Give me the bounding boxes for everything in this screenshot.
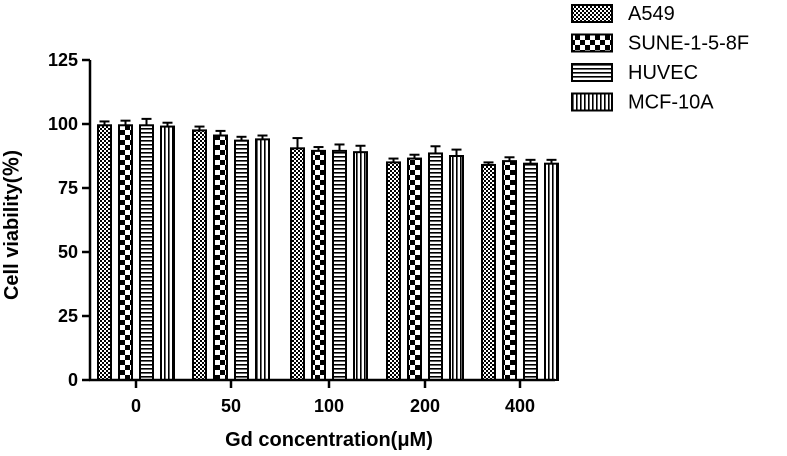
- x-tick-label: 200: [410, 396, 440, 416]
- bar: [332, 149, 347, 381]
- error-bar: [194, 125, 205, 131]
- error-bar: [546, 158, 557, 164]
- legend-label: SUNE-1-5-8F: [628, 33, 749, 55]
- y-ticks: 0 25 50 75 100 125: [48, 50, 90, 390]
- y-tick-label: 125: [48, 50, 78, 70]
- error-bars-group: [99, 117, 557, 165]
- legend-item: A549: [571, 3, 675, 25]
- legend-item: HUVEC: [571, 62, 698, 84]
- error-bar: [99, 120, 110, 126]
- error-bar: [215, 129, 226, 136]
- bar: [290, 147, 305, 381]
- bar: [523, 162, 538, 381]
- x-tick-label: 50: [221, 396, 241, 416]
- legend-swatch: [571, 63, 613, 82]
- bar: [118, 124, 133, 381]
- error-bar: [334, 143, 345, 151]
- legend-item: MCF-10A: [571, 92, 714, 114]
- x-tick-label: 100: [314, 396, 344, 416]
- bar: [407, 157, 422, 381]
- legend-label: MCF-10A: [628, 92, 714, 114]
- legend-swatch: [571, 4, 613, 23]
- error-bar: [313, 146, 324, 151]
- x-tick-label: 0: [131, 396, 141, 416]
- bar: [428, 152, 443, 381]
- error-bar: [355, 144, 366, 153]
- y-tick-label: 25: [58, 306, 78, 326]
- error-bar: [483, 161, 494, 165]
- error-bar: [451, 148, 462, 156]
- bar: [449, 155, 464, 381]
- error-bar: [236, 135, 247, 141]
- error-bar: [504, 156, 515, 162]
- legend-swatch: [571, 92, 613, 112]
- error-bar: [141, 117, 152, 126]
- y-tick-label: 75: [58, 178, 78, 198]
- legend-label: A549: [628, 3, 675, 25]
- error-bar: [257, 134, 268, 140]
- bar: [353, 151, 368, 381]
- error-bar: [292, 137, 303, 149]
- y-axis-label: Cell viability(％): [1, 150, 23, 300]
- x-tick-label: 400: [505, 396, 535, 416]
- bar: [160, 125, 175, 381]
- error-bar: [409, 153, 420, 159]
- bar: [386, 161, 401, 381]
- bar: [213, 134, 228, 381]
- x-axis-label: Gd concentration(μM): [225, 429, 433, 451]
- legend: A549 SUNE-1-5-8F HUVEC MCF-10A: [571, 3, 749, 114]
- error-bar: [120, 119, 131, 126]
- bar: [234, 139, 249, 381]
- error-bar: [525, 158, 536, 164]
- bar: [544, 162, 559, 381]
- bar: [481, 163, 496, 381]
- error-bar: [430, 145, 441, 154]
- legend-swatch: [571, 33, 613, 53]
- x-ticks: 0 50 100 200 400: [131, 380, 535, 416]
- y-tick-label: 50: [58, 242, 78, 262]
- legend-item: SUNE-1-5-8F: [571, 33, 749, 55]
- y-axis: 0 25 50 75 100 125: [48, 50, 92, 390]
- y-tick-label: 100: [48, 114, 78, 134]
- x-axis: 0 50 100 200 400: [89, 378, 555, 416]
- error-bar: [388, 157, 399, 163]
- bar: [311, 149, 326, 381]
- bar: [502, 160, 517, 381]
- bar: [255, 138, 270, 381]
- error-bar: [162, 121, 173, 127]
- bar: [139, 124, 154, 381]
- legend-label: HUVEC: [628, 62, 698, 84]
- y-tick-label: 0: [68, 370, 78, 390]
- bar: [97, 124, 112, 381]
- bar: [192, 129, 207, 381]
